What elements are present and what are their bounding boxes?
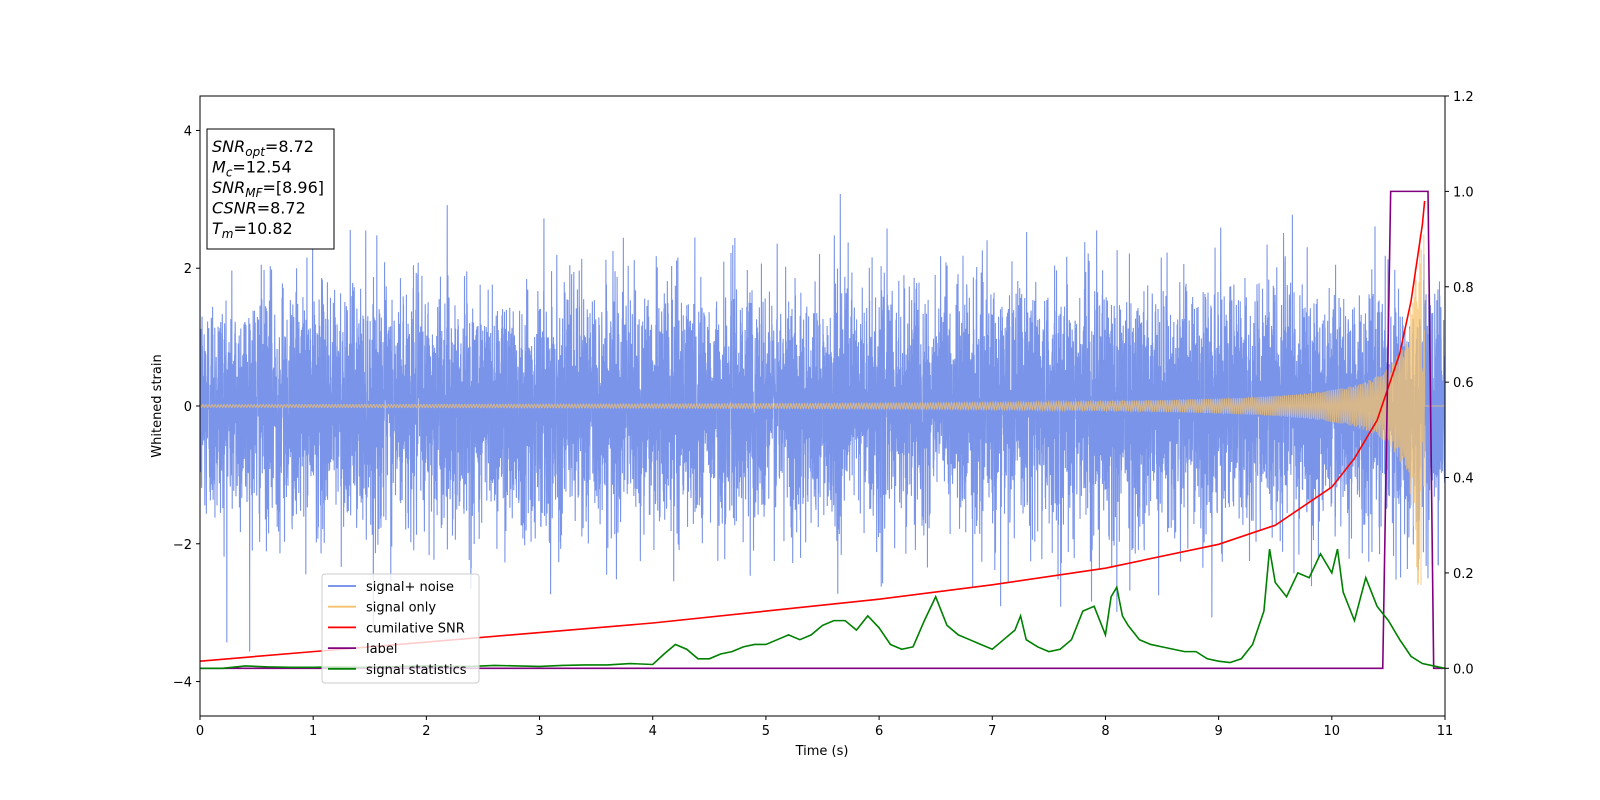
series-label-line [200,190,1445,670]
x-tick-label: 7 [988,724,996,739]
x-tick-label: 0 [196,724,204,739]
info-box: SNRopt=8.72Mc=12.54SNRMF=[8.96]CSNR=8.72… [206,128,335,250]
info-line: SNRopt=8.72 [212,137,314,159]
x-tick-label: 2 [422,724,430,739]
info-line: Tm=10.82 [212,219,293,241]
y-right-tick-label: 0.6 [1453,376,1474,391]
info-line: CSNR=8.72 [212,199,306,218]
y-right-tick-label: 1.0 [1453,185,1474,200]
series-signal-only-line [200,234,1445,586]
series-signal-noise-line [200,193,1445,652]
x-tick-label: 5 [762,724,770,739]
legend-label-signal-only: signal only [366,601,436,616]
legend: signal+ noise signal only cumilative SNR la… [321,573,480,684]
y-right-tick-label: 0.0 [1453,662,1474,677]
series-signal-statistics-line [200,548,1445,670]
legend-frame [321,573,480,684]
y-right-tick-label: 0.2 [1453,567,1474,582]
y-axis-left-ticks: −4 −2 0 2 4 [173,124,200,691]
y-left-tick-label: −4 [173,676,192,691]
x-axis-label: Time (s) [795,744,849,759]
legend-label-signal-statistics: signal statistics [366,663,467,678]
y-left-tick-label: −2 [173,538,192,553]
y-right-tick-label: 0.8 [1453,281,1474,296]
x-tick-label: 9 [1214,724,1222,739]
y-axis-right-ticks: 0.0 0.2 0.4 0.6 0.8 1.0 1.2 [1445,90,1474,677]
info-line: SNRMF=[8.96] [212,178,324,200]
series-cumilative-snr-line [200,200,1426,662]
y-right-tick-label: 0.4 [1453,472,1474,487]
legend-label-signal-noise: signal+ noise [366,580,454,595]
info-line: Mc=12.54 [212,158,292,180]
info-box-frame [206,128,335,250]
y-axis-label: Whitened strain [150,354,165,457]
x-tick-label: 11 [1437,724,1454,739]
x-tick-label: 8 [1101,724,1109,739]
y-left-tick-label: 0 [184,400,192,415]
series-layer [200,190,1445,670]
y-right-tick-label: 1.2 [1453,90,1474,105]
legend-label-label: label [366,642,397,657]
y-left-tick-label: 4 [184,124,192,139]
x-axis-ticks: 0 1 2 3 4 5 6 7 8 9 10 11 [196,716,1453,739]
x-tick-label: 6 [875,724,883,739]
x-tick-label: 1 [309,724,317,739]
x-tick-label: 3 [535,724,543,739]
legend-label-cumilative-snr: cumilative SNR [366,621,465,636]
y-left-tick-label: 2 [184,262,192,277]
x-tick-label: 4 [649,724,657,739]
x-tick-label: 10 [1324,724,1341,739]
